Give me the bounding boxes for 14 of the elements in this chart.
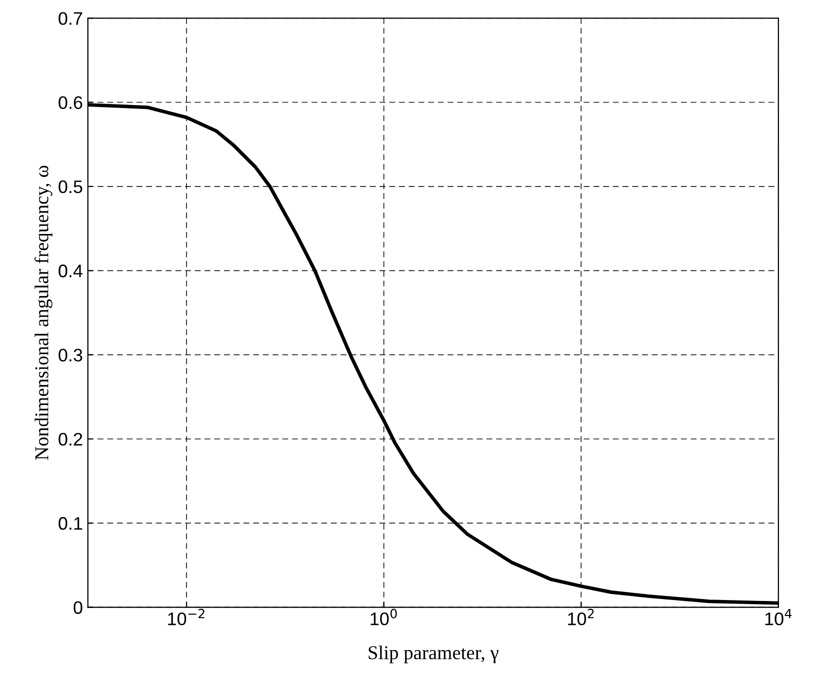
y-tick-label: 0 — [74, 601, 82, 614]
x-tick-label: 10$^{4}$ — [765, 608, 792, 626]
y-tick-label: 0.4 — [58, 264, 82, 278]
y-tick-label: 0.2 — [58, 432, 82, 446]
y-tick-label: 0.3 — [58, 348, 82, 362]
x-tick-label: 10$^{−2}$ — [168, 608, 204, 626]
y-tick-label: 0.1 — [58, 517, 82, 530]
x-tick-label: 10$^{2}$ — [568, 608, 594, 626]
y-tick-label: 0.5 — [58, 180, 82, 194]
x-tick-label: 10$^{0}$ — [370, 608, 397, 626]
y-axis-title: Nondimensional angular frequency, ω — [34, 166, 52, 460]
x-axis-title: Slip parameter, γ — [368, 646, 498, 664]
y-tick-label: 0.7 — [58, 12, 82, 25]
y-tick-label: 0.6 — [58, 96, 82, 110]
